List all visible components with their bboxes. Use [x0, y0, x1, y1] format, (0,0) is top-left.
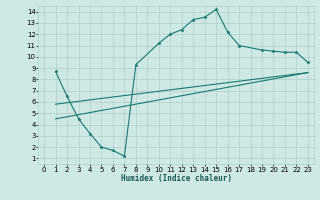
X-axis label: Humidex (Indice chaleur): Humidex (Indice chaleur)	[121, 174, 231, 183]
